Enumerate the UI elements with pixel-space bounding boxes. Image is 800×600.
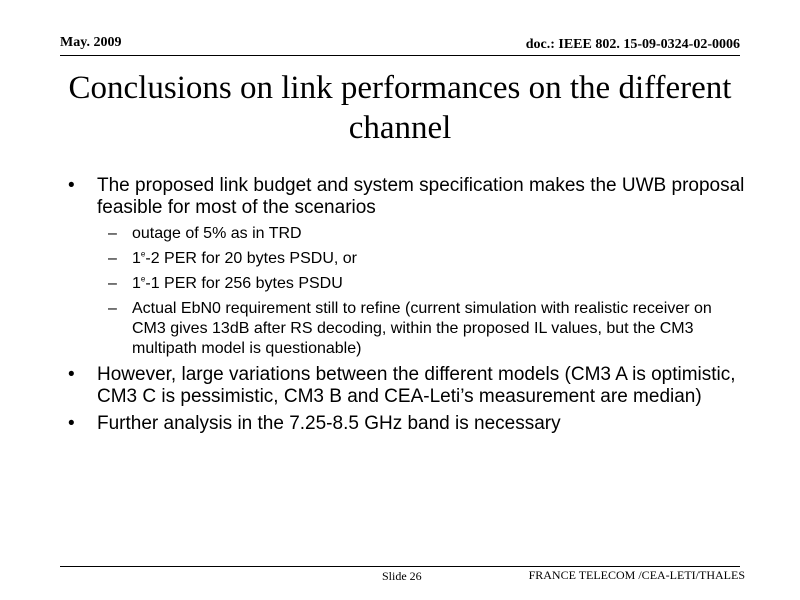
bullet-item: • The proposed link budget and system sp… <box>65 175 745 219</box>
footer-divider <box>60 566 740 567</box>
bullet-text: Further analysis in the 7.25-8.5 GHz ban… <box>97 413 561 434</box>
header-date: May. 2009 <box>60 35 122 50</box>
sub-bullet-text: Actual EbN0 requirement still to refine … <box>132 300 712 357</box>
sub-bullet-item: – outage of 5% as in TRD <box>65 224 745 244</box>
sub-bullet-item: – 1e-1 PER for 256 bytes PSDU <box>65 274 745 294</box>
bullet-text: The proposed link budget and system spec… <box>97 175 745 218</box>
bullet-text: However, large variations between the di… <box>97 364 736 407</box>
bullet-marker: • <box>68 413 75 434</box>
slide-title: Conclusions on link performances on the … <box>68 70 732 146</box>
dash-marker: – <box>108 250 117 267</box>
dash-marker: – <box>108 225 117 242</box>
dash-marker: – <box>108 300 117 317</box>
sub-bullet-superscript: e <box>140 274 146 284</box>
sub-bullet-item: – 1e-2 PER for 20 bytes PSDU, or <box>65 249 745 269</box>
bullet-item: • However, large variations between the … <box>65 364 745 408</box>
bullet-item: • Further analysis in the 7.25-8.5 GHz b… <box>65 413 745 435</box>
sub-bullet-text-post: -2 PER for 20 bytes PSDU, or <box>145 250 357 267</box>
dash-marker: – <box>108 275 117 292</box>
header-doc-id: doc.: IEEE 802. 15-09-0324-02-0006 <box>525 37 740 52</box>
sub-bullet-superscript: e <box>140 249 146 259</box>
sub-bullet-item: – Actual EbN0 requirement still to refin… <box>65 299 745 359</box>
bullet-list: • The proposed link budget and system sp… <box>65 175 745 440</box>
slide-number: Slide 26 <box>382 569 422 583</box>
footer-affiliation: FRANCE TELECOM /CEA-LETI/THALES <box>528 568 745 582</box>
sub-bullet-text-pre: 1 <box>132 250 141 267</box>
bullet-marker: • <box>68 175 75 196</box>
sub-bullet-text-post: -1 PER for 256 bytes PSDU <box>145 275 343 292</box>
bullet-marker: • <box>68 364 75 385</box>
header-divider <box>60 55 740 56</box>
sub-bullet-text-pre: 1 <box>132 275 141 292</box>
sub-bullet-text: outage of 5% as in TRD <box>132 225 302 242</box>
